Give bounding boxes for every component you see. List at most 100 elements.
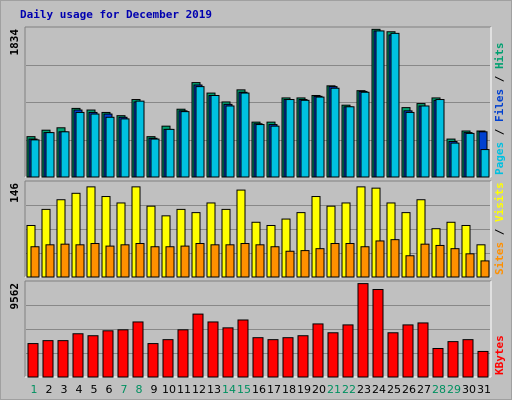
- kbytes-bar: [147, 343, 159, 378]
- kbytes-bar: [432, 347, 444, 378]
- day-tick-label: 27: [417, 383, 431, 396]
- day-tick-label: 25: [387, 383, 401, 396]
- day-tick-label: 31: [477, 383, 491, 396]
- pages-bar: [105, 116, 115, 178]
- day-tick-label: 26: [402, 383, 416, 396]
- sites-bar: [300, 250, 310, 278]
- day-tick-label: 12: [192, 383, 206, 396]
- kbytes-bar: [222, 327, 234, 378]
- day-tick-label: 13: [207, 383, 221, 396]
- kbytes-bar: [102, 330, 114, 378]
- kbytes-bar: [192, 313, 204, 378]
- day-tick-label: 30: [462, 383, 476, 396]
- kbytes-bar: [267, 339, 279, 378]
- kbytes-bar: [312, 323, 324, 378]
- sites-bar: [60, 243, 70, 278]
- pages-bar: [90, 113, 100, 178]
- sites-bar: [210, 244, 220, 278]
- hits-legend-hits: Hits: [493, 43, 506, 70]
- pages-bar: [135, 100, 145, 178]
- pages-bar: [480, 149, 490, 178]
- pages-bar: [330, 87, 340, 178]
- kbytes-bar: [342, 324, 354, 378]
- kbytes-bar: [297, 335, 309, 378]
- sites-bar: [30, 246, 40, 278]
- pages-bar: [30, 139, 40, 178]
- day-tick-label: 22: [342, 383, 356, 396]
- day-tick-label: 19: [297, 383, 311, 396]
- pages-bar: [435, 99, 445, 178]
- sites-bar: [420, 243, 430, 278]
- kbytes-bar: [402, 324, 414, 378]
- hits-ymax-label: 1834: [8, 29, 21, 56]
- pages-bar: [420, 105, 430, 178]
- kbytes-bar: [282, 337, 294, 378]
- sites-bar: [150, 246, 160, 278]
- day-tick-label: 16: [252, 383, 266, 396]
- pages-bar: [270, 125, 280, 178]
- hits-legend-files: Files: [493, 89, 506, 122]
- sites-bar: [480, 260, 490, 278]
- day-tick-label: 3: [61, 383, 68, 396]
- sites-bar: [135, 243, 145, 278]
- day-tick-label: 23: [357, 383, 371, 396]
- sites-bar: [360, 246, 370, 278]
- pages-bar: [285, 99, 295, 178]
- pages-bar: [465, 132, 475, 178]
- day-tick-label: 1: [31, 383, 38, 396]
- sites-bar: [450, 248, 460, 278]
- pages-bar: [240, 92, 250, 178]
- day-tick-label: 20: [312, 383, 326, 396]
- hits-legend-separator: /: [493, 122, 506, 142]
- sites-bar: [90, 243, 100, 278]
- day-tick-label: 17: [267, 383, 281, 396]
- sites-bar: [330, 243, 340, 278]
- pages-bar: [195, 86, 205, 178]
- pages-bar: [60, 131, 70, 178]
- kbytes-bar: [447, 341, 459, 378]
- kbytes-bar: [237, 319, 249, 378]
- day-tick-label: 4: [76, 383, 83, 396]
- kbytes-bar: [477, 350, 489, 378]
- pages-bar: [180, 111, 190, 178]
- pages-bar: [45, 132, 55, 178]
- pages-bar: [210, 94, 220, 178]
- day-tick-label: 14: [222, 383, 236, 396]
- kbytes-bar: [252, 337, 264, 378]
- kbytes-bar: [177, 329, 189, 378]
- sites-bar: [255, 244, 265, 278]
- pages-bar: [345, 106, 355, 178]
- chart-title: Daily usage for December 2019: [20, 8, 213, 21]
- sites-bar: [180, 245, 190, 278]
- sites-bar: [375, 240, 385, 278]
- visits-legend-sites: Sites: [493, 242, 506, 275]
- day-tick-label: 8: [136, 383, 143, 396]
- kbytes-bar: [87, 335, 99, 378]
- kbytes-bar: [72, 333, 84, 378]
- sites-bar: [225, 244, 235, 278]
- pages-bar: [315, 96, 325, 178]
- kbytes-bar: [42, 340, 54, 378]
- sites-bar: [345, 243, 355, 278]
- sites-bar: [240, 243, 250, 278]
- hits-legend-separator: /: [493, 69, 506, 89]
- kbytes-bar: [462, 339, 474, 378]
- pages-bar: [120, 118, 130, 178]
- hits-legend: Pages / Files / Hits: [493, 43, 506, 176]
- kbytes-legend-kbytes: KBytes: [493, 335, 506, 375]
- hits-legend-pages: Pages: [493, 142, 506, 175]
- kbytes-bar: [162, 339, 174, 378]
- sites-bar: [165, 246, 175, 278]
- kbytes-bar: [372, 289, 384, 378]
- kbytes-legend: KBytes: [493, 335, 506, 375]
- sites-bar: [45, 244, 55, 278]
- day-tick-label: 5: [91, 383, 98, 396]
- sites-bar: [465, 253, 475, 278]
- pages-bar: [165, 128, 175, 178]
- sites-bar: [195, 243, 205, 278]
- sites-bar: [390, 239, 400, 278]
- sites-bar: [435, 244, 445, 278]
- kbytes-ymax-label: 9562: [8, 283, 21, 310]
- kbytes-bar: [117, 329, 129, 378]
